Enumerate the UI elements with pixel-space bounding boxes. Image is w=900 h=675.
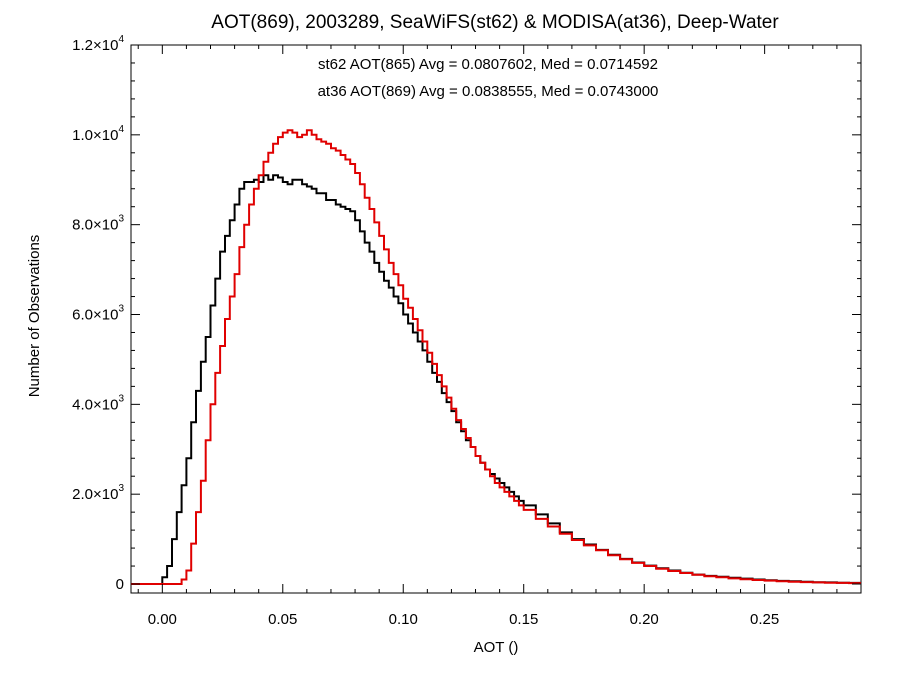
x-axis: 0.00 0.05 0.10 0.15 0.20 0.25 <box>137 45 862 628</box>
x-tick-label: 0.05 <box>268 611 297 628</box>
series-layer <box>131 129 861 585</box>
y-tick-label: 1.0×104 <box>72 124 124 144</box>
x-tick-label: 0.20 <box>630 611 659 628</box>
plot-area-border <box>130 44 862 594</box>
y-tick-label: 0 <box>116 576 124 593</box>
chart-title: AOT(869), 2003289, SeaWiFS(st62) & MODIS… <box>211 12 779 33</box>
x-tick-label: 0.00 <box>148 611 177 628</box>
annotation-at36: at36 AOT(869) Avg = 0.0838555, Med = 0.0… <box>318 83 659 100</box>
x-axis-label: AOT () <box>474 639 519 656</box>
x-tick-label: 0.15 <box>509 611 538 628</box>
y-axis: 0 2.0×103 4.0×103 6.0×103 8.0×103 1.0×104 1.2×… <box>72 34 861 593</box>
y-tick-label: 6.0×103 <box>72 304 124 324</box>
annotations: st62 AOT(865) Avg = 0.0807602, Med = 0.0… <box>318 56 659 100</box>
series-line-st62 <box>131 174 861 585</box>
y-tick-label: 1.2×104 <box>72 34 124 54</box>
x-tick-label: 0.25 <box>750 611 779 628</box>
annotation-st62: st62 AOT(865) Avg = 0.0807602, Med = 0.0… <box>318 56 658 73</box>
y-tick-label: 4.0×103 <box>72 393 124 413</box>
x-tick-label: 0.10 <box>389 611 418 628</box>
y-axis-label: Number of Observations <box>26 235 43 398</box>
y-tick-label: 8.0×103 <box>72 214 124 234</box>
y-tick-label: 2.0×103 <box>72 483 124 503</box>
series-line-at36 <box>131 129 861 585</box>
plot-frame <box>130 44 862 594</box>
